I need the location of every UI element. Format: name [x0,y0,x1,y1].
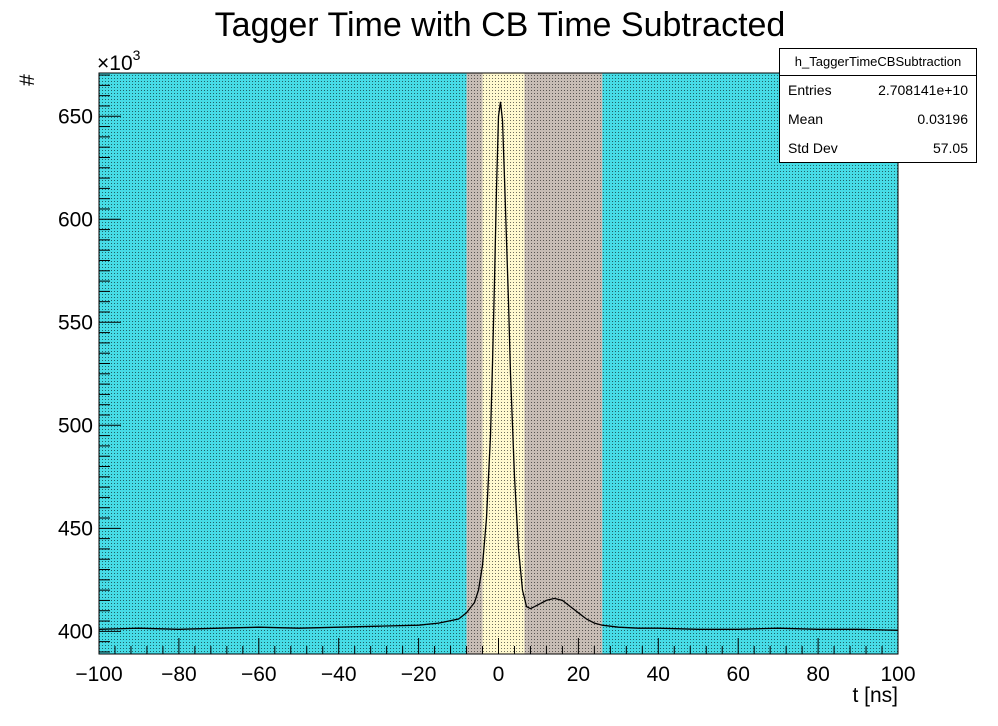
stats-value: 57.05 [932,140,968,156]
stats-value: 0.03196 [917,111,968,127]
y-multiplier-label: ×103 [97,47,141,75]
y-tick-label: 650 [58,105,93,128]
stats-label: Std Dev [788,140,838,156]
y-tick-label: 400 [58,620,93,643]
x-tick-label: −80 [161,663,197,686]
y-axis-label: # [16,74,39,86]
y-tick-label: 550 [58,311,93,334]
y-tick-label: 600 [58,208,93,231]
x-tick-label: 100 [880,663,915,686]
x-tick-label: 60 [727,663,750,686]
x-tick-label: −100 [75,663,122,686]
y-axis: 400 450 500 550 600 650 [58,74,121,653]
stats-box: h_TaggerTimeCBSubtraction Entries 2.7081… [779,48,977,163]
stats-label: Entries [788,82,832,98]
x-axis: −100 −80 −60 −40 −20 0 20 40 60 80 100 [75,638,916,686]
stats-row-mean: Mean 0.03196 [780,105,976,134]
y-tick-label: 450 [58,517,93,540]
x-tick-label: −40 [321,663,357,686]
plot-area-texture [99,73,898,654]
x-tick-label: 40 [647,663,670,686]
x-tick-label: −20 [401,663,437,686]
x-tick-label: 0 [493,663,505,686]
series-line [98,101,899,631]
stats-value: 2.708141e+10 [878,82,968,98]
y-tick-label: 500 [58,414,93,437]
stats-histogram-name: h_TaggerTimeCBSubtraction [780,49,976,76]
x-axis-label: t [ns] [852,684,898,707]
stats-row-stddev: Std Dev 57.05 [780,134,976,163]
x-tick-label: 80 [806,663,829,686]
chart-title: Tagger Time with CB Time Subtracted [215,6,786,44]
stats-row-entries: Entries 2.708141e+10 [780,76,976,105]
stats-label: Mean [788,111,824,127]
x-tick-label: −60 [241,663,277,686]
x-tick-label: 20 [567,663,590,686]
